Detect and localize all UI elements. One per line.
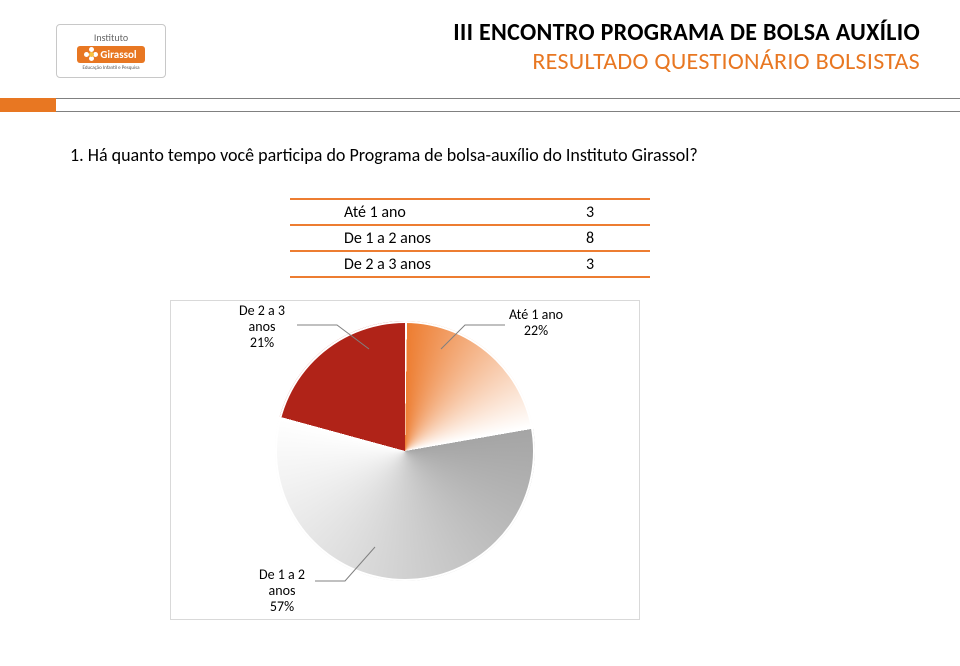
pie-label-line: 57% xyxy=(247,599,317,615)
header: Instituto Girassol Educação Infantil e P… xyxy=(0,18,960,88)
table-cell-label: De 1 a 2 anos xyxy=(290,229,530,248)
rule-accent xyxy=(0,98,56,112)
leader-line-de2a3 xyxy=(277,315,377,355)
table-cell-label: Até 1 ano xyxy=(290,203,530,222)
table-row: Até 1 ano 3 xyxy=(290,200,650,224)
title-line-1: III ENCONTRO PROGRAMA DE BOLSA AUXÍLIO xyxy=(453,18,920,47)
table-row: De 2 a 3 anos 3 xyxy=(290,252,650,276)
logo: Instituto Girassol Educação Infantil e P… xyxy=(56,24,166,78)
data-table: Até 1 ano 3 De 1 a 2 anos 8 De 2 a 3 ano… xyxy=(290,198,650,278)
pie-chart-frame: Até 1 ano 22% De 2 a 3 anos 21% De 1 a 2… xyxy=(170,300,640,620)
leader-line-de1a2 xyxy=(295,541,395,601)
logo-tagline: Educação Infantil e Pesquisa xyxy=(83,65,140,71)
title-line-2: RESULTADO QUESTIONÁRIO BOLSISTAS xyxy=(453,47,920,76)
table-cell-label: De 2 a 3 anos xyxy=(290,255,530,274)
header-rule xyxy=(0,94,960,114)
logo-name: Girassol xyxy=(100,48,136,61)
rule-line-bottom xyxy=(56,111,960,112)
titles: III ENCONTRO PROGRAMA DE BOLSA AUXÍLIO R… xyxy=(453,18,920,76)
question-text: 1. Há quanto tempo você participa do Pro… xyxy=(70,144,900,166)
table-row: De 1 a 2 anos 8 xyxy=(290,226,650,250)
rule-line-top xyxy=(56,98,960,99)
logo-chip: Girassol xyxy=(77,46,144,63)
table-cell-value: 3 xyxy=(530,203,650,222)
logo-small-line: Instituto xyxy=(94,32,128,43)
sunflower-icon xyxy=(85,48,97,60)
pie-chart: Até 1 ano 22% De 2 a 3 anos 21% De 1 a 2… xyxy=(275,321,535,581)
leader-line-ate1 xyxy=(435,315,525,355)
table-cell-value: 8 xyxy=(530,229,650,248)
table-separator xyxy=(290,276,650,278)
table-cell-value: 3 xyxy=(530,255,650,274)
